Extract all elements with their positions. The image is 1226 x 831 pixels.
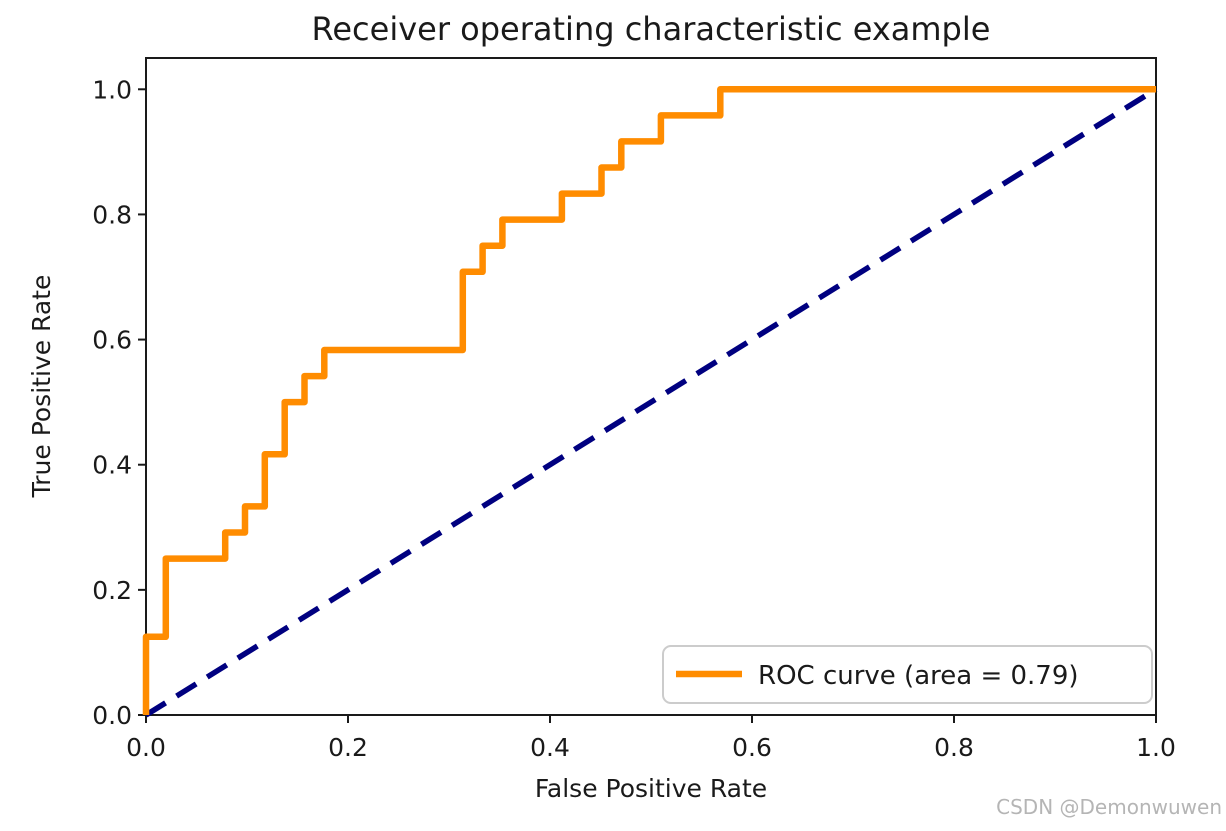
y-tick-label: 0.2 (92, 576, 132, 605)
watermark-text: CSDN @Demonwuwen (996, 795, 1222, 819)
chance-diagonal-line (144, 86, 1158, 718)
x-tick-label: 1.0 (1136, 733, 1176, 762)
y-axis-label: True Positive Rate (27, 275, 56, 499)
x-axis-ticks: 0.0 0.2 0.4 0.6 0.8 1.0 (126, 715, 1176, 762)
legend-box (662, 645, 1153, 704)
x-tick-label: 0.6 (732, 733, 772, 762)
x-axis-label: False Positive Rate (535, 774, 767, 803)
plot-area (145, 57, 1157, 716)
legend-roc-label: ROC curve (area = 0.79) (758, 661, 1079, 691)
legend: ROC curve (area = 0.79) (662, 645, 1153, 704)
chart-title: Receiver operating characteristic exampl… (312, 10, 991, 48)
y-axis-ticks: 0.0 0.2 0.4 0.6 0.8 1.0 (92, 75, 146, 730)
x-tick-label: 0.8 (934, 733, 974, 762)
x-tick-label: 0.2 (328, 733, 368, 762)
y-tick-label: 0.4 (92, 451, 132, 480)
x-tick-label: 0.4 (530, 733, 570, 762)
y-tick-label: 0.0 (92, 701, 132, 730)
y-tick-label: 0.6 (92, 326, 132, 355)
y-tick-label: 0.8 (92, 200, 132, 229)
roc-curve-line (142, 86, 1156, 715)
x-tick-label: 0.0 (126, 733, 166, 762)
y-tick-label: 1.0 (92, 75, 132, 104)
